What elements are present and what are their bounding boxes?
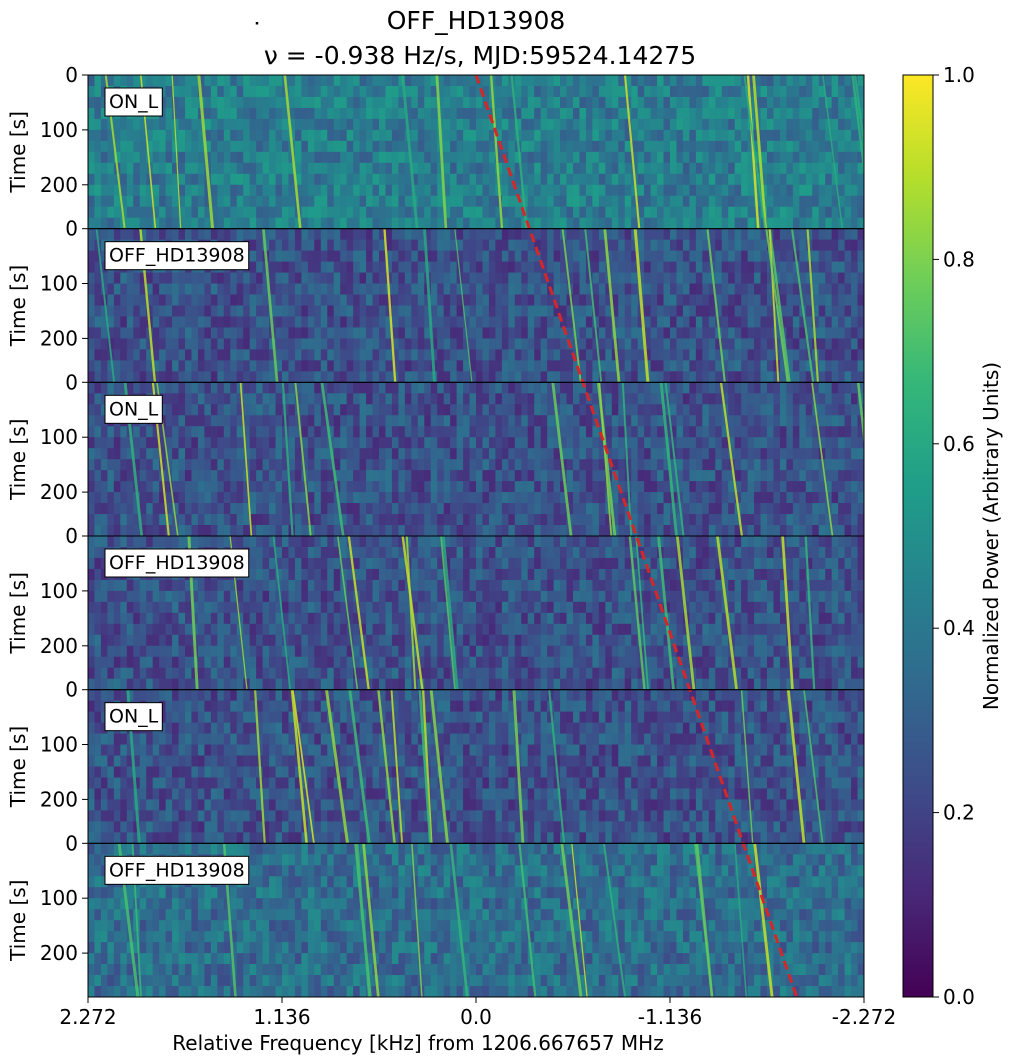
colorbar-tick-label: 1.0 <box>943 63 975 87</box>
panel-label-box <box>104 548 250 578</box>
panel-label-box <box>104 394 163 424</box>
y-tick-label: 200 <box>40 634 78 658</box>
y-tick-label: 200 <box>40 941 78 965</box>
y-tick-label: 100 <box>40 272 78 296</box>
y-tick-label: 100 <box>40 118 78 142</box>
drift-rate-symbol: ν <box>264 41 278 70</box>
waterfall-panel <box>88 75 864 230</box>
panel-frames <box>87 74 865 998</box>
x-tick-label: -2.272 <box>832 1005 896 1029</box>
y-tick-label: 200 <box>40 480 78 504</box>
y-tick-label: 100 <box>40 425 78 449</box>
chart-title: OFF_HD13908 <box>387 6 566 35</box>
y-tick-label: 0 <box>65 370 78 394</box>
y-tick-label: 100 <box>40 886 78 910</box>
waterfall-panel <box>88 535 864 691</box>
x-tick-label: 0.0 <box>460 1005 492 1029</box>
x-axis: 2.272 1.136 0.0 -1.136 -2.272 <box>59 997 896 1029</box>
panel-label-text: ON_L <box>109 398 159 420</box>
y-tick-label: 0 <box>65 217 78 241</box>
colorbar-tick-label: 0.0 <box>943 985 975 1009</box>
drift-rate-and-mjd: = -0.938 Hz/s, MJD:59524.14275 <box>278 41 696 70</box>
panel-label: ON_L <box>104 87 163 117</box>
colorbar-ticks: 0.0 0.2 0.4 0.6 0.8 1.0 <box>933 63 975 1009</box>
panel-label: OFF_HD13908 <box>104 548 250 578</box>
colorbar <box>902 74 934 998</box>
y-tick-label: 100 <box>40 733 78 757</box>
y-axis-label: Time [s] <box>6 265 30 347</box>
chart-subtitle: ν = -0.938 Hz/s, MJD:59524.14275 <box>264 41 696 70</box>
colorbar-label: Normalized Power (Arbitrary Units) <box>979 362 1003 710</box>
panel-labels: ON_L OFF_HD13908 ON_L OFF_HD13908 ON_L OFF_HD… <box>104 87 250 885</box>
colorbar-tick-label: 0.8 <box>943 247 975 271</box>
panel-label-text: OFF_HD13908 <box>109 552 245 574</box>
panel-label-text: OFF_HD13908 <box>109 859 245 881</box>
y-axis-label: Time [s] <box>6 111 30 193</box>
drift-rate-dot: ˙ <box>251 18 264 47</box>
x-tick-label: 1.136 <box>253 1005 310 1029</box>
y-axis-label: Time [s] <box>6 572 30 654</box>
y-axes: 0 100 200 Time [s] 0 100 200 Time [s] 0 100 200 Tim… <box>6 63 88 965</box>
y-tick-label: 200 <box>40 787 78 811</box>
y-axis-label: Time [s] <box>6 419 30 501</box>
waterfall-panel <box>88 843 864 997</box>
colorbar-tick-label: 0.4 <box>943 616 975 640</box>
colorbar-tick-label: 0.6 <box>943 432 975 456</box>
panel-label: ON_L <box>104 702 163 732</box>
colorbar-tick-label: 0.2 <box>943 801 975 825</box>
y-axis-label: Time [s] <box>6 880 30 962</box>
x-axis-label: Relative Frequency [kHz] from 1206.66765… <box>172 1031 663 1055</box>
panel-label: OFF_HD13908 <box>104 241 250 271</box>
panel-label-text: OFF_HD13908 <box>109 245 245 267</box>
waterfall-panel <box>88 382 864 537</box>
waterfall-panels <box>88 75 864 997</box>
y-tick-label: 200 <box>40 173 78 197</box>
panel-label-box <box>104 702 163 732</box>
y-axis-label: Time [s] <box>6 726 30 808</box>
y-tick-label: 0 <box>65 831 78 855</box>
panel-label-box <box>104 241 250 271</box>
panel-label-box <box>104 855 250 885</box>
panel-label-box <box>104 87 163 117</box>
y-tick-label: 100 <box>40 579 78 603</box>
y-tick-label: 0 <box>65 63 78 87</box>
y-tick-label: 0 <box>65 524 78 548</box>
panel-label: OFF_HD13908 <box>104 855 250 885</box>
y-tick-label: 0 <box>65 678 78 702</box>
x-tick-label: 2.272 <box>59 1005 116 1029</box>
y-tick-label: 200 <box>40 326 78 350</box>
panel-label: ON_L <box>104 394 163 424</box>
x-tick-label: -1.136 <box>638 1005 702 1029</box>
panel-label-text: ON_L <box>109 706 159 728</box>
panel-label-text: ON_L <box>109 91 159 113</box>
waterfall-panel <box>88 689 864 844</box>
